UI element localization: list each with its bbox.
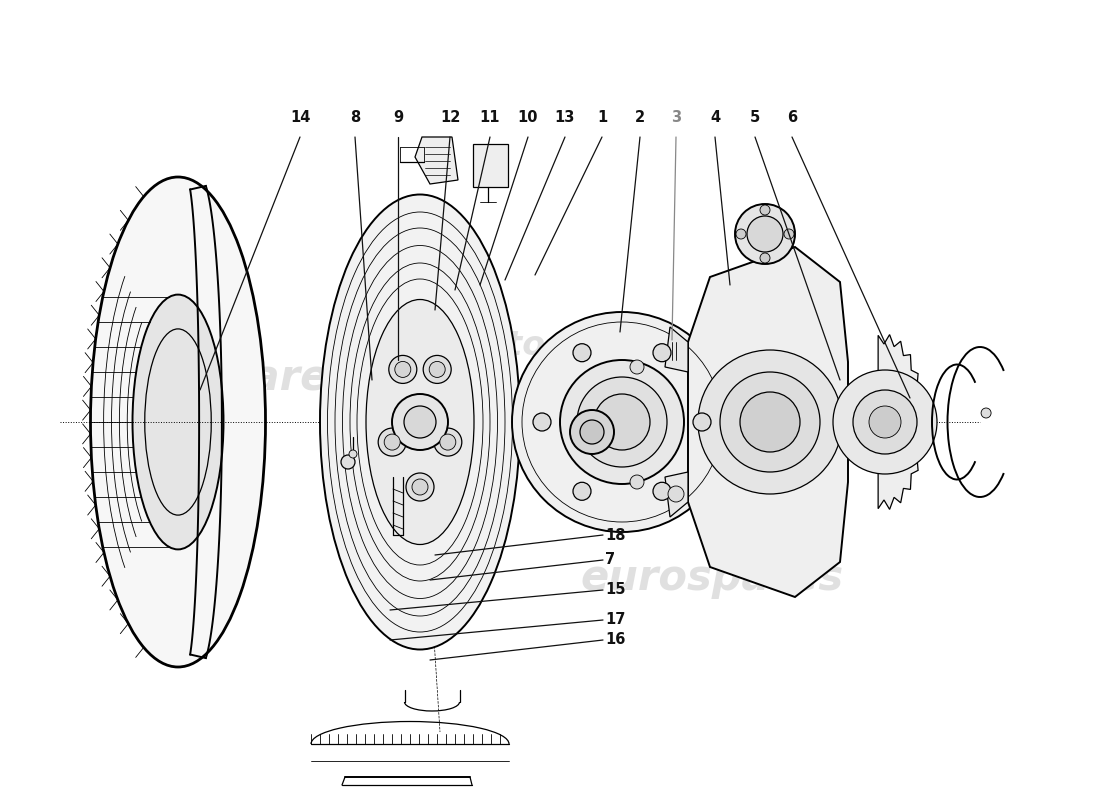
Ellipse shape	[90, 177, 265, 667]
Circle shape	[404, 406, 436, 438]
Text: 8: 8	[350, 110, 360, 125]
Polygon shape	[473, 144, 508, 187]
Text: 2: 2	[635, 110, 645, 125]
Text: 12: 12	[440, 110, 460, 125]
Circle shape	[981, 408, 991, 418]
Circle shape	[349, 450, 358, 458]
Text: 9: 9	[393, 110, 403, 125]
Circle shape	[570, 410, 614, 454]
Polygon shape	[415, 137, 458, 184]
Text: 3: 3	[671, 110, 681, 125]
Circle shape	[735, 204, 795, 264]
Circle shape	[424, 355, 451, 383]
Circle shape	[392, 394, 448, 450]
Circle shape	[512, 312, 732, 532]
Text: 5: 5	[750, 110, 760, 125]
Polygon shape	[688, 247, 848, 597]
Text: 1: 1	[597, 110, 607, 125]
Circle shape	[693, 413, 711, 431]
Circle shape	[388, 355, 417, 383]
Polygon shape	[666, 472, 688, 517]
Text: 6: 6	[786, 110, 798, 125]
Circle shape	[698, 350, 842, 494]
Ellipse shape	[132, 294, 223, 550]
Text: auto: auto	[460, 329, 546, 362]
Ellipse shape	[366, 299, 474, 545]
Circle shape	[668, 486, 684, 502]
Text: 18: 18	[605, 527, 626, 542]
Circle shape	[395, 362, 410, 378]
Circle shape	[560, 360, 684, 484]
Text: 14: 14	[289, 110, 310, 125]
Circle shape	[594, 394, 650, 450]
Circle shape	[852, 390, 917, 454]
Circle shape	[573, 344, 591, 362]
Text: 4: 4	[710, 110, 720, 125]
Text: 17: 17	[605, 613, 626, 627]
Text: 10: 10	[518, 110, 538, 125]
Circle shape	[341, 455, 355, 469]
Circle shape	[760, 205, 770, 215]
Polygon shape	[666, 327, 688, 372]
Circle shape	[580, 420, 604, 444]
Circle shape	[747, 216, 783, 252]
Circle shape	[578, 377, 667, 467]
Circle shape	[429, 362, 446, 378]
Circle shape	[630, 360, 644, 374]
Circle shape	[653, 344, 671, 362]
Circle shape	[869, 406, 901, 438]
Text: 16: 16	[605, 633, 626, 647]
Circle shape	[412, 479, 428, 495]
Circle shape	[440, 434, 455, 450]
Circle shape	[760, 253, 770, 263]
Circle shape	[378, 428, 406, 456]
Circle shape	[406, 473, 434, 501]
Circle shape	[534, 413, 551, 431]
Circle shape	[784, 229, 794, 239]
Circle shape	[573, 482, 591, 500]
Circle shape	[653, 482, 671, 500]
Text: 11: 11	[480, 110, 501, 125]
Circle shape	[740, 392, 800, 452]
Text: eurospares: eurospares	[90, 357, 353, 399]
Text: 7: 7	[605, 553, 615, 567]
Text: eurospares: eurospares	[580, 557, 843, 599]
Circle shape	[433, 428, 462, 456]
Text: 13: 13	[554, 110, 575, 125]
Circle shape	[833, 370, 937, 474]
Circle shape	[384, 434, 400, 450]
Circle shape	[720, 372, 820, 472]
Text: 15: 15	[605, 582, 626, 598]
Ellipse shape	[320, 194, 520, 650]
Polygon shape	[878, 334, 925, 510]
Circle shape	[630, 475, 644, 489]
Circle shape	[736, 229, 746, 239]
